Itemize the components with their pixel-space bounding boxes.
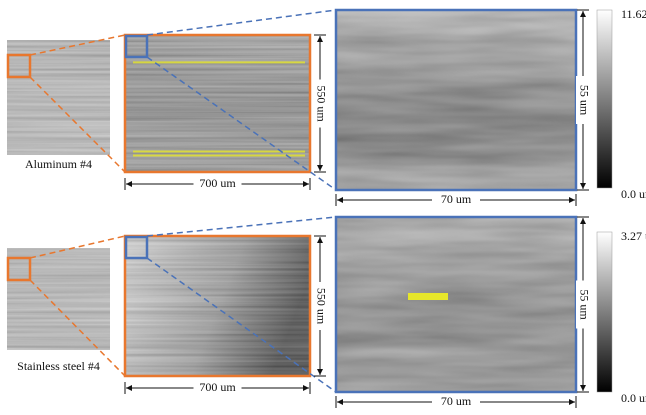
colorbar-min: 0.0 um [621, 391, 646, 405]
zoom-line [147, 217, 336, 236]
dimension-label: 700 um [199, 176, 236, 190]
dimension-label: 550 um [314, 288, 328, 325]
micro-image-texture [125, 236, 310, 376]
dimension-label: 55 um [577, 289, 591, 320]
highlight [408, 293, 448, 300]
sample-photo-texture [7, 248, 110, 350]
zoom-line [147, 10, 336, 35]
colorbar [597, 232, 612, 392]
dimension-label: 55 um [577, 85, 591, 116]
figure: Aluminum #4 700 um 550 um 70 um 55 um 11.62 u… [0, 0, 646, 415]
dimension-label: 700 um [199, 380, 236, 394]
sample-photo-texture [7, 40, 110, 155]
micro-image-zoom-texture [336, 217, 576, 392]
dimension-label: 70 um [441, 394, 472, 408]
colorbar-min: 0.0 um [621, 187, 646, 201]
colorbar-max: 3.27 um [621, 229, 646, 243]
colorbar-max: 11.62 um [621, 7, 646, 21]
sample-label: Aluminum #4 [25, 157, 92, 171]
dimension-label: 550 um [314, 85, 328, 122]
micro-image-zoom-texture [336, 10, 576, 190]
colorbar [597, 10, 612, 188]
dimension-label: 70 um [441, 192, 472, 206]
sample-label: Stainless steel #4 [17, 359, 100, 373]
